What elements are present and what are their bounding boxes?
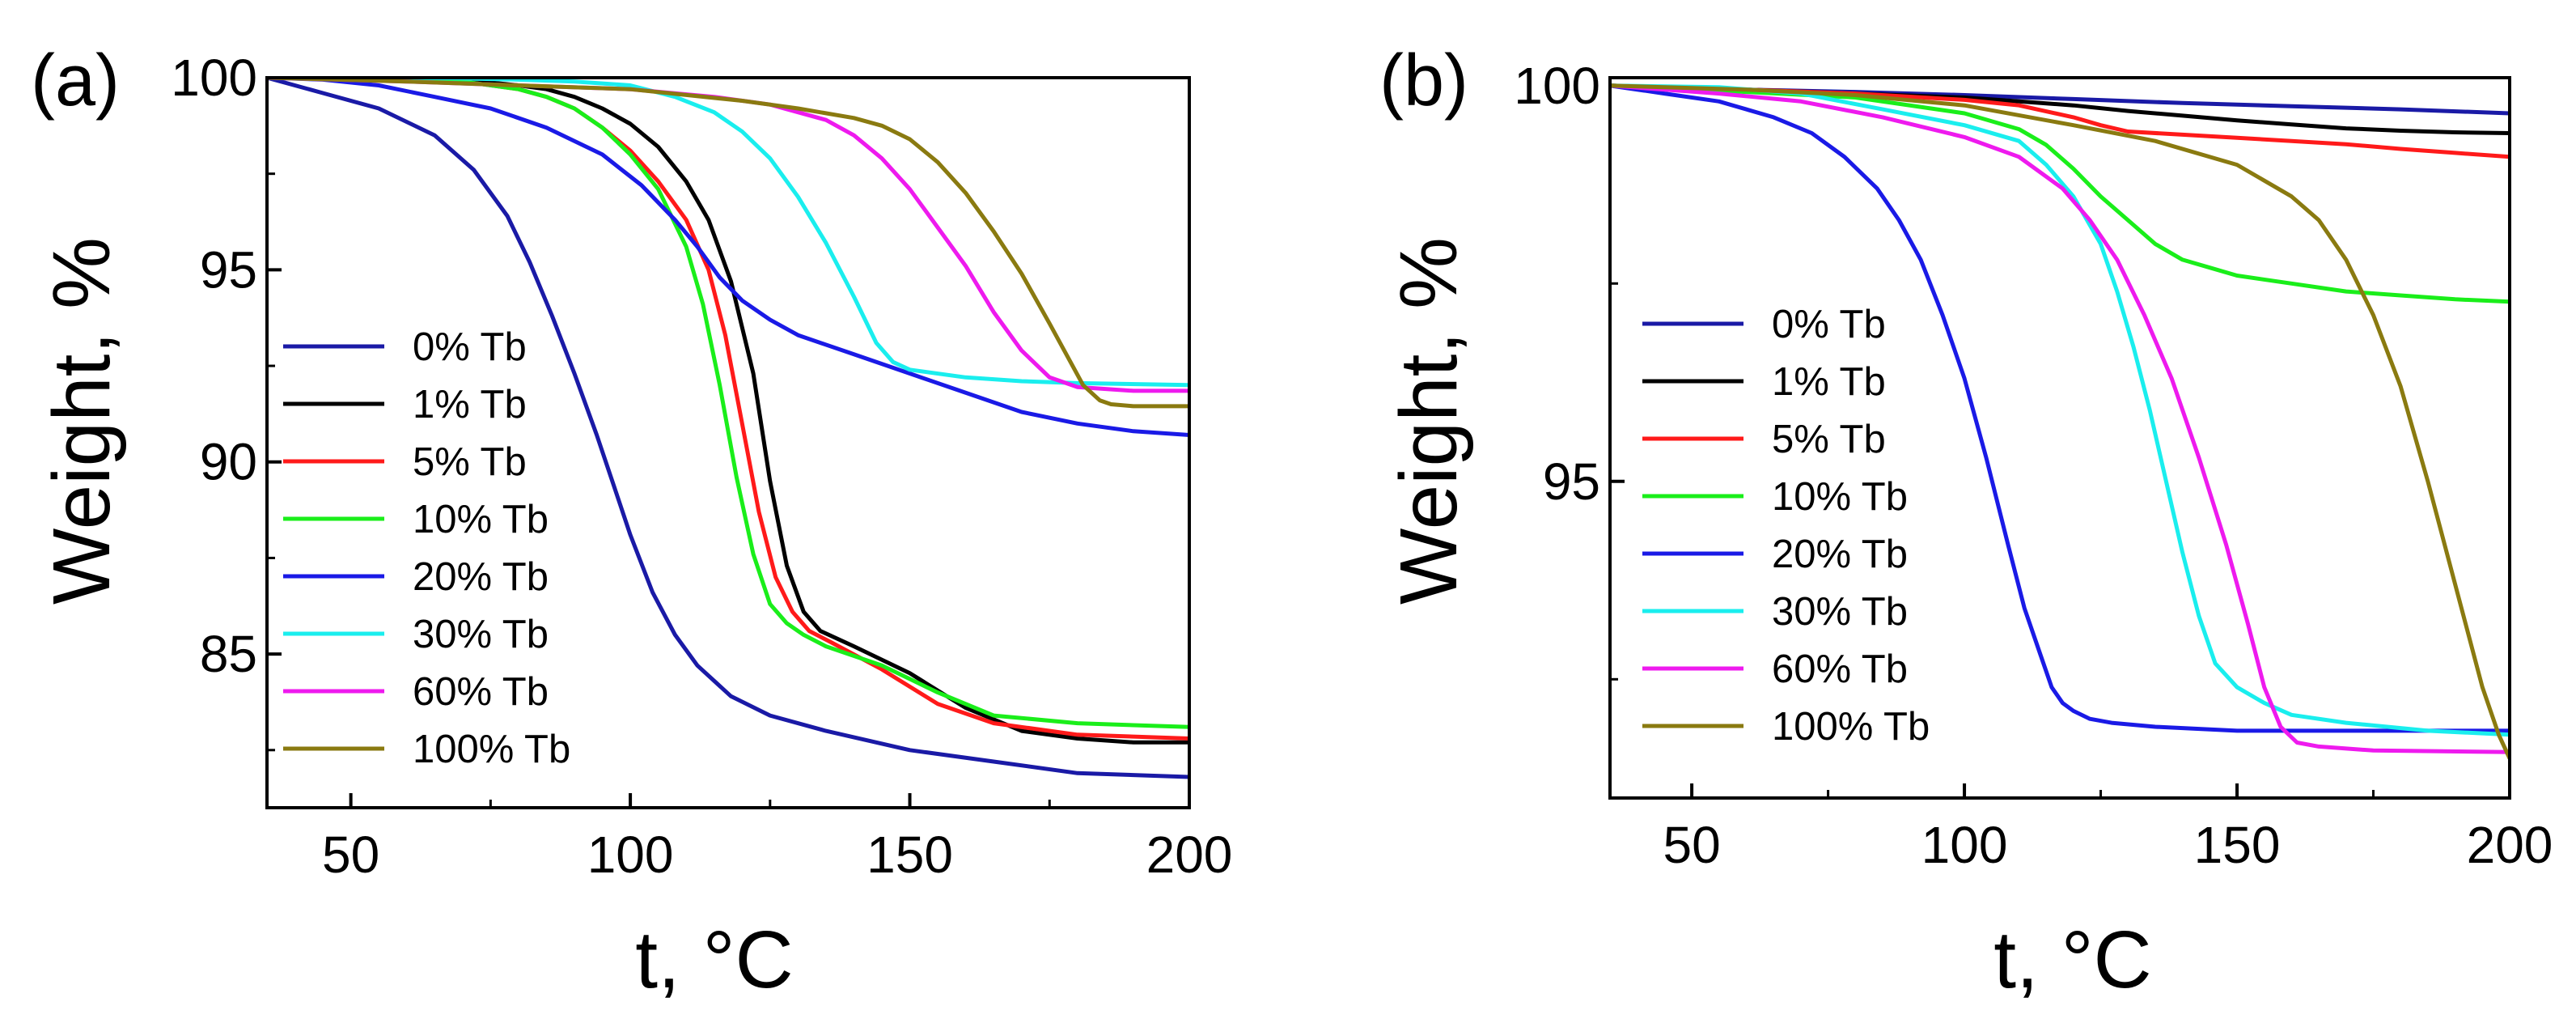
panel-a-x-tick-label-150: 150 [866,826,953,884]
panel-b-legend-item: 0% Tb [1642,303,1886,346]
panel-b-legend-item: 20% Tb [1642,533,1908,576]
panel-a-legend-item: 100% Tb [283,728,570,771]
panel-a-y-tick-label-90: 90 [200,433,257,491]
panel-b-series-60pct-tb [1610,83,2510,754]
panel-a-axes-frame [265,76,1191,809]
panel-b-x-tick-label-150: 150 [2194,816,2281,874]
panel-a-series-30pct-tb [267,78,1189,388]
panel-a-legend-label: 100% Tb [413,728,570,771]
panel-a-plot-area [267,78,1189,779]
panel-b-legend-label: 10% Tb [1772,475,1908,519]
panel-a-x-tick-label-50: 50 [322,826,379,884]
panel-b-legend-item: 1% Tb [1642,360,1886,404]
panel-b: (b) 50 100 150 200 95 100 0% Tb 1% Tb 5% Tb 10% … [1379,40,2553,1005]
panel-a: (a) 50 100 150 200 85 90 95 100 0% Tb 1% Tb 5% Tb… [31,40,1232,1005]
panel-a-series-1pct-tb [267,78,1189,745]
panel-b-legend: 0% Tb 1% Tb 5% Tb 10% Tb 20% Tb 30% Tb 60% Tb 1… [1642,303,1930,749]
panel-b-label: (b) [1379,40,1468,121]
panel-a-x-axis-title: t, °C [635,915,794,1005]
panel-b-x-axis-title: t, °C [1993,915,2152,1005]
panel-b-ticks: 50 100 150 200 95 100 [1514,57,2553,874]
panel-b-series-5pct-tb [1610,83,2510,159]
panel-b-y-tick-label-95: 95 [1543,452,1600,511]
panel-a-y-tick-label-95: 95 [200,240,257,299]
panel-b-legend-label: 20% Tb [1772,533,1908,576]
panel-b-x-tick-label-50: 50 [1663,816,1720,874]
panel-b-series-10pct-tb [1610,83,2510,304]
panel-b-legend-item: 30% Tb [1642,590,1908,634]
panel-a-legend-label: 10% Tb [413,498,549,541]
panel-a-y-tick-label-85: 85 [200,625,257,683]
panel-b-legend-label: 60% Tb [1772,647,1908,691]
panel-a-legend-item: 20% Tb [283,555,549,599]
panel-a-legend-item: 30% Tb [283,613,549,656]
panel-b-x-tick-label-100: 100 [1921,816,2008,874]
panel-a-series-5pct-tb [267,78,1189,741]
panel-b-legend-item: 60% Tb [1642,647,1908,691]
panel-a-legend-item: 5% Tb [283,440,527,484]
panel-a-series-10pct-tb [267,78,1189,729]
panel-a-legend-label: 20% Tb [413,555,549,599]
panel-b-legend-label: 5% Tb [1772,418,1886,461]
panel-b-series-20pct-tb [1610,83,2510,733]
panel-b-legend-label: 100% Tb [1772,705,1930,749]
panel-b-y-tick-label-100: 100 [1514,57,1600,115]
panel-b-series-100pct-tb [1610,83,2510,760]
panel-b-series-30pct-tb [1610,83,2510,737]
panel-a-x-tick-label-100: 100 [587,826,674,884]
panel-b-plot-area [1610,83,2510,760]
panel-a-legend-label: 60% Tb [413,670,549,714]
panel-a-legend-label: 30% Tb [413,613,549,656]
panel-a-series-0pct-tb [267,78,1189,779]
panel-b-legend-item: 10% Tb [1642,475,1908,519]
panel-a-label: (a) [31,40,120,121]
panel-b-legend-label: 0% Tb [1772,303,1886,346]
panel-a-y-axis-title: Weight, % [36,237,127,605]
panel-a-x-tick-label-200: 200 [1146,826,1233,884]
panel-a-series-100pct-tb [267,78,1189,409]
panel-a-legend-item: 10% Tb [283,498,549,541]
panel-a-legend-item: 1% Tb [283,383,527,427]
panel-b-legend-label: 30% Tb [1772,590,1908,634]
panel-a-legend-label: 1% Tb [413,383,527,427]
panel-b-legend-item: 5% Tb [1642,418,1886,461]
panel-a-legend-item: 0% Tb [283,325,527,369]
panel-b-y-axis-title: Weight, % [1383,237,1474,605]
panel-a-legend-item: 60% Tb [283,670,549,714]
panel-a-y-tick-label-100: 100 [171,49,257,107]
panel-a-series-20pct-tb [267,78,1189,437]
panel-a-legend: 0% Tb 1% Tb 5% Tb 10% Tb 20% Tb 30% Tb 60% Tb 1… [283,325,570,771]
panel-a-legend-label: 0% Tb [413,325,527,369]
panel-b-x-tick-label-200: 200 [2467,816,2553,874]
panel-a-ticks: 50 100 150 200 85 90 95 100 [171,49,1232,884]
panel-a-legend-label: 5% Tb [413,440,527,484]
panel-b-legend-label: 1% Tb [1772,360,1886,404]
panel-b-legend-item: 100% Tb [1642,705,1930,749]
panel-b-axes-frame [1608,76,2511,800]
